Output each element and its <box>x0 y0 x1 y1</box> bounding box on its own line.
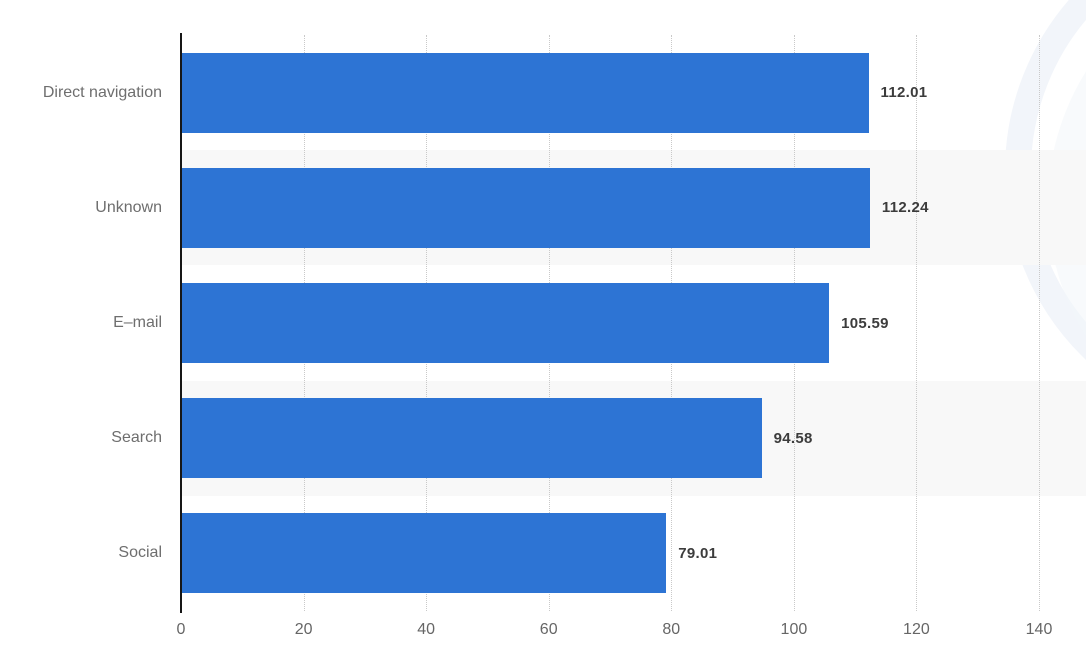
x-tick-label: 20 <box>294 621 313 638</box>
bar[interactable] <box>182 513 667 594</box>
value-label: 112.01 <box>880 84 928 102</box>
category-label: Social <box>118 544 162 562</box>
category-label: Search <box>111 429 162 447</box>
x-tick-label: 80 <box>662 621 681 638</box>
gridline <box>1039 35 1040 611</box>
value-label: 79.01 <box>678 544 718 562</box>
bar[interactable] <box>182 167 870 248</box>
x-tick-label: 40 <box>417 621 435 638</box>
bar[interactable] <box>182 52 869 133</box>
x-tick-label: 60 <box>539 621 558 638</box>
category-label: Direct navigation <box>42 83 162 101</box>
x-tick-label: 120 <box>903 621 930 638</box>
bar[interactable] <box>182 283 830 363</box>
x-tick-label: 140 <box>1025 621 1053 638</box>
bar[interactable] <box>182 398 762 479</box>
category-label: Unknown <box>95 198 162 216</box>
x-tick-label: 0 <box>176 621 186 638</box>
category-label: E–mail <box>113 314 162 331</box>
value-label: 105.59 <box>841 314 889 332</box>
x-tick-label: 100 <box>780 621 808 638</box>
value-label: 112.24 <box>881 199 929 217</box>
gridline <box>916 35 918 611</box>
y-axis-line <box>180 33 182 613</box>
value-label: 94.58 <box>773 429 813 447</box>
